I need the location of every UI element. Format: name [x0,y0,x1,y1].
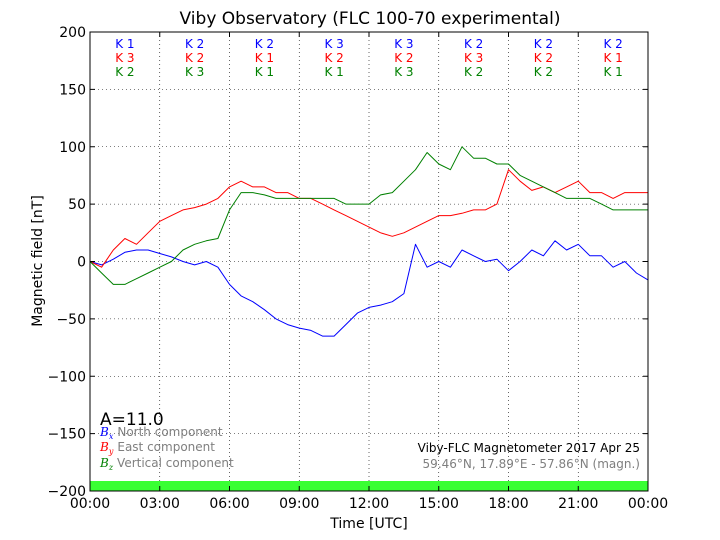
k-index-cell: K 2 [115,65,134,79]
x-tick-label: 09:00 [279,496,319,512]
k-index-cell: K 2 [534,37,553,51]
k-index-cell: K 3 [115,51,134,65]
legend-label-vertical: Vertical component [117,456,234,470]
y-tick-label: −150 [48,427,86,443]
legend-item-east: By East component [99,440,215,456]
k-index-cell: K 3 [185,65,204,79]
y-tick-label: −50 [56,312,86,328]
k-index-cell: K 3 [324,37,343,51]
x-tick-label: 15:00 [419,496,459,512]
a-index-label: A=11.0 [100,410,164,430]
x-tick-label: 00:00 [70,496,110,512]
k-index-cell: K 2 [464,37,483,51]
y-tick-label: 50 [68,197,86,213]
series-line-vertical [89,146,648,285]
y-tick-label: 100 [59,140,86,156]
legend-subscript-east: y [108,447,114,456]
legend-item-north: Bx North component [99,425,223,441]
y-axis-label: Magnetic field [nT] [30,195,46,327]
axis-ticks: 00:00 03:00 06:00 09:00 12:00 15:00 18:00 21:00… [48,25,669,512]
x-tick-label: 00:00 [628,496,668,512]
legend: Bx North component By East component Bz Ver… [99,425,234,472]
k-index-cell: K 1 [255,65,274,79]
x-tick-label: 12:00 [349,496,389,512]
legend-label-north: North component [117,425,223,439]
k-index-cell: K 3 [394,37,413,51]
legend-symbol-vertical: B [99,456,109,470]
k-index-cell: K 2 [324,51,343,65]
k-index-cell: K 3 [394,65,413,79]
legend-subscript-north: x [109,432,114,441]
legend-item-vertical: Bz Vertical component [99,456,234,472]
k-index-cell: K 1 [324,65,343,79]
x-tick-label: 21:00 [558,496,598,512]
k-index-cell: K 1 [115,37,134,51]
legend-symbol-north: B [99,425,109,439]
x-axis-label: Time [UTC] [329,516,407,532]
k-index-cell: K 2 [185,37,204,51]
legend-label-east: East component [117,440,215,454]
k-index-cell: K 1 [603,65,622,79]
k-index-cell: K 2 [534,51,553,65]
x-tick-label: 06:00 [209,496,249,512]
y-tick-label: 0 [77,255,86,271]
k-index-cell: K 2 [603,37,622,51]
k-index-cell: K 2 [185,51,204,65]
k-index-cell: K 1 [603,51,622,65]
chart-title: Viby Observatory (FLC 100-70 experimenta… [180,9,561,29]
k-index-cell: K 2 [534,65,553,79]
k-index-cell: K 2 [464,65,483,79]
k-index-cell: K 3 [464,51,483,65]
k-index-cell: K 2 [394,51,413,65]
x-tick-label: 03:00 [140,496,180,512]
legend-subscript-vertical: z [108,463,114,472]
k-index-cell: K 1 [255,51,274,65]
grid-lines [90,32,648,491]
x-tick-label: 18:00 [488,496,528,512]
legend-symbol-east: B [99,440,109,454]
y-tick-label: −100 [48,369,86,385]
y-tick-label: 150 [59,82,86,98]
location-info: 59.46°N, 17.89°E - 57.86°N (magn.) [423,457,640,471]
instrument-info: Viby-FLC Magnetometer 2017 Apr 25 [418,441,640,455]
series-line-north [89,240,649,337]
y-tick-label: 200 [59,25,86,41]
k-index-table: K 1K 3K 2K 2K 2K 3K 2K 1K 1K 3K 2K 1K 3K… [115,37,623,79]
series-lines [89,146,649,337]
k-index-cell: K 2 [255,37,274,51]
y-tick-label: −200 [48,484,86,500]
